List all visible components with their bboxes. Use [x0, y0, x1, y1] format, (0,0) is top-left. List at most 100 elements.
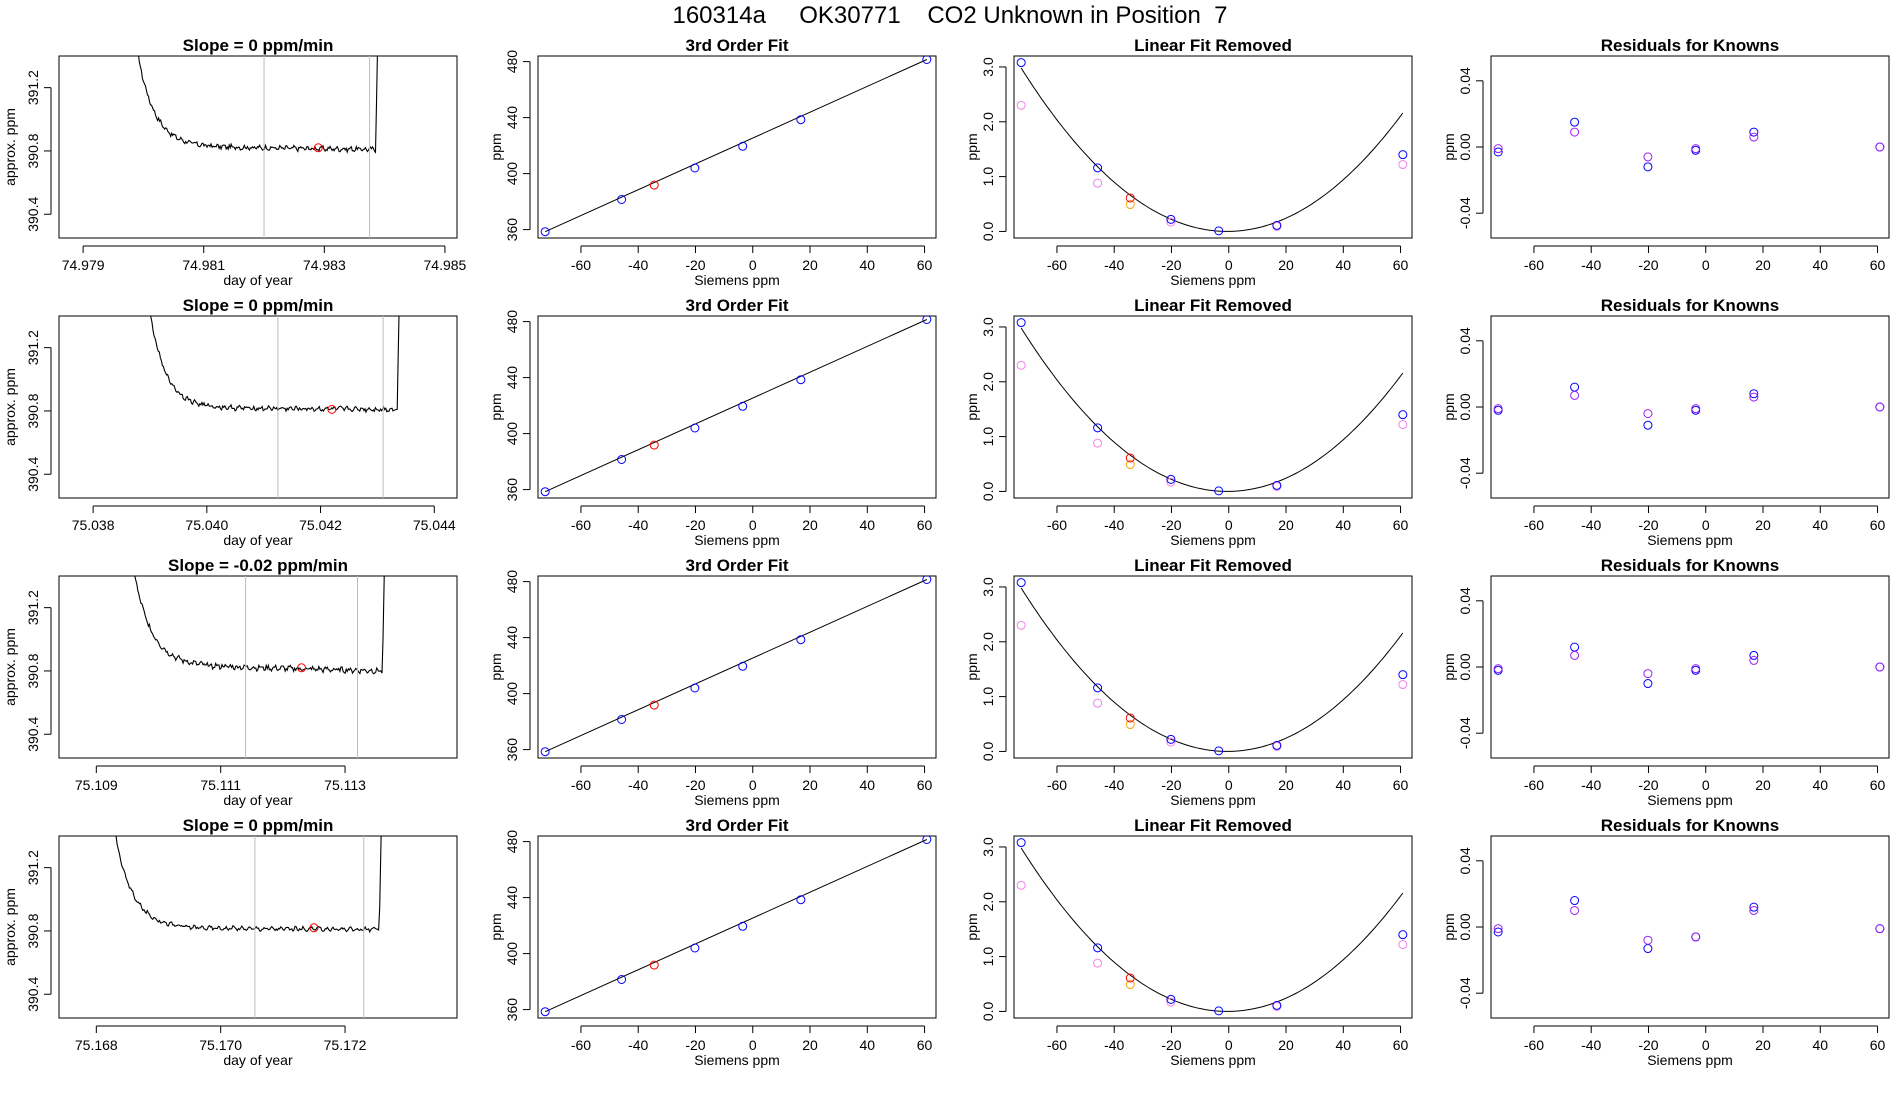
x-tick-label: -40 — [1104, 1037, 1124, 1053]
y-tick-label: 0.00 — [1457, 653, 1473, 680]
known-standard-point — [540, 227, 550, 237]
panel-title: Linear Fit Removed — [1134, 36, 1292, 55]
y-tick-label: 480 — [504, 830, 520, 854]
x-tick-label: 0 — [1225, 257, 1233, 273]
plot-frame — [1013, 315, 1413, 499]
x-tick-label: -60 — [1524, 1037, 1544, 1053]
panel-title: Residuals for Knowns — [1601, 36, 1780, 55]
residual-point — [1643, 162, 1653, 172]
prior-fit-point — [1016, 880, 1026, 890]
known-standard-point — [1093, 423, 1103, 433]
known-standard-point — [1214, 486, 1224, 496]
x-axis-label: Siemens ppm — [1170, 1052, 1256, 1068]
x-tick-label: -60 — [1524, 257, 1544, 273]
x-tick-label: 40 — [1335, 1037, 1351, 1053]
plot-frame — [537, 55, 937, 239]
x-tick-label: 74.979 — [62, 257, 105, 273]
unknown-point — [1125, 973, 1135, 983]
residual-point — [1749, 902, 1759, 912]
x-tick-label: -60 — [571, 1037, 591, 1053]
x-tick-label: 20 — [1278, 777, 1294, 793]
known-standard-point — [1214, 1006, 1224, 1016]
prior-fit-point — [1016, 360, 1026, 370]
x-tick-label: 20 — [1755, 257, 1771, 273]
x-tick-label: -60 — [1047, 257, 1067, 273]
panel-linear_removed-row-2: Linear Fit Removed -60 -40 -20 0 20 40 60 Siemen… — [964, 296, 1413, 548]
y-axis-label: ppm — [488, 913, 504, 940]
residual-point — [1570, 642, 1580, 652]
x-tick-label: 75.044 — [413, 517, 456, 533]
y-tick-label: 360 — [504, 998, 520, 1022]
plot-frame — [537, 575, 937, 759]
prior-fit-point — [1016, 100, 1026, 110]
residual-point — [1749, 650, 1759, 660]
plot-frame — [58, 315, 458, 499]
prior-fit-point — [1093, 698, 1103, 708]
prior-fit-point — [1166, 477, 1176, 487]
residual-alt-point — [1691, 932, 1701, 942]
unknown-point — [1125, 193, 1135, 203]
known-standard-point — [1398, 150, 1408, 160]
x-tick-label: -40 — [1581, 1037, 1601, 1053]
x-tick-label: 60 — [1393, 517, 1409, 533]
x-tick-label: -20 — [1638, 257, 1658, 273]
y-axis-label: ppm — [488, 393, 504, 420]
x-axis-label: day of year — [223, 1052, 293, 1068]
residual-alt-point — [1570, 905, 1580, 915]
x-tick-label: 74.981 — [182, 257, 225, 273]
analyzer-trace-line — [138, 56, 378, 155]
plot-frame — [58, 835, 458, 1019]
residual-alt-point — [1875, 402, 1885, 412]
x-tick-label: 75.170 — [199, 1037, 242, 1053]
panel-title: 3rd Order Fit — [686, 556, 789, 575]
known-standard-point — [796, 375, 806, 385]
x-tick-label: 60 — [1870, 777, 1886, 793]
known-standard-point — [540, 487, 550, 497]
y-tick-label: 391.2 — [25, 70, 41, 105]
y-tick-label: 390.8 — [25, 653, 41, 688]
x-tick-label: 60 — [917, 777, 933, 793]
unknown-alt-point — [1125, 200, 1135, 210]
x-tick-label: 20 — [802, 257, 818, 273]
x-tick-label: 75.168 — [75, 1037, 118, 1053]
plot-frame — [1490, 575, 1890, 759]
x-axis-label: Siemens ppm — [1170, 272, 1256, 288]
x-tick-label: -20 — [1161, 257, 1181, 273]
y-tick-label: 1.0 — [980, 947, 996, 967]
x-tick-label: 0 — [1225, 777, 1233, 793]
x-axis-label: day of year — [223, 532, 293, 548]
x-tick-label: 0 — [749, 257, 757, 273]
unknown-mean-point — [309, 923, 319, 933]
fit-line — [544, 59, 928, 233]
data-layer — [1016, 838, 1408, 1016]
x-tick-label: 40 — [1812, 777, 1828, 793]
x-tick-label: 60 — [1393, 777, 1409, 793]
x-tick-label: 40 — [1335, 517, 1351, 533]
x-tick-label: 60 — [917, 517, 933, 533]
known-standard-point — [1093, 683, 1103, 693]
y-tick-label: 390.4 — [25, 197, 41, 232]
x-tick-label: 0 — [1225, 1037, 1233, 1053]
panel-fit-row-4: 3rd Order Fit -60 -40 -20 0 20 40 60 Siemens ppm… — [488, 816, 937, 1068]
known-standard-point — [1398, 930, 1408, 940]
residual-point — [1749, 389, 1759, 399]
x-tick-label: -60 — [1047, 777, 1067, 793]
prior-fit-point — [1166, 737, 1176, 747]
panel-fit-row-2: 3rd Order Fit -60 -40 -20 0 20 40 60 Siemens ppm… — [488, 296, 937, 548]
panel-trace-row-1: Slope = 0 ppm/min 74.979 74.981 74.983 74.98… — [2, 36, 467, 288]
y-tick-label: 0.00 — [1457, 913, 1473, 940]
x-tick-label: 20 — [802, 777, 818, 793]
residual-alt-point — [1493, 924, 1503, 934]
unknown-alt-point — [1125, 980, 1135, 990]
x-tick-label: 60 — [917, 1037, 933, 1053]
plot-frame — [1490, 55, 1890, 239]
residual-point — [1643, 944, 1653, 954]
panel-title: Residuals for Knowns — [1601, 296, 1780, 315]
x-tick-label: 75.113 — [324, 777, 366, 793]
y-axis-label: ppm — [488, 133, 504, 160]
y-tick-label: 390.8 — [25, 393, 41, 428]
panel-title: Slope = -0.02 ppm/min — [168, 556, 348, 575]
panel-trace-row-4: Slope = 0 ppm/min 75.168 75.170 75.172 day o… — [2, 816, 458, 1068]
known-standard-point — [1166, 994, 1176, 1004]
known-standard-point — [690, 943, 700, 953]
